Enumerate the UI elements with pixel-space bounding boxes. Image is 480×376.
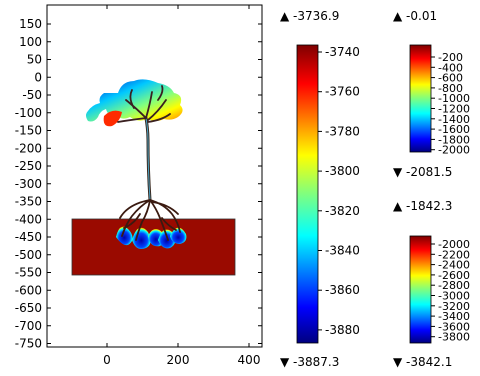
colorbar-tick-label: -2800	[438, 279, 470, 292]
colorbar-tick-label: -2200	[438, 248, 470, 261]
colorbar-tick-label: -3200	[438, 300, 470, 313]
y-tick-label: -750	[15, 337, 42, 351]
y-tick-label: -700	[15, 319, 42, 333]
colorbar-1-min-label: ▼ -3887.3	[280, 355, 339, 369]
colorbar-tick-label: -1400	[438, 113, 470, 126]
y-tick-label: -650	[15, 301, 42, 315]
colorbar-2-min-label: ▼ -2081.5	[393, 165, 452, 179]
colorbar-tick-label: -3880	[325, 323, 360, 337]
colorbar-tick-label: -600	[438, 72, 463, 85]
soil-pocket-5	[170, 227, 187, 244]
plot-axes: 150 100 50 0 -50 -100 -150 -200 -250 -300 -350 -400…	[15, 4, 263, 367]
y-tick-label: -500	[15, 248, 42, 262]
colorbar-tick-label: -3860	[325, 283, 360, 297]
colorbar-2-ticks: -200-400-600-800-1000-1200-1400-1600-180…	[431, 51, 470, 157]
colorbar-tick-label: -3780	[325, 124, 360, 138]
soil-pocket-2	[132, 227, 151, 249]
x-tick-label: 0	[103, 353, 111, 367]
roots	[119, 199, 181, 241]
colorbar-2-max-label: ▲ -0.01	[393, 9, 437, 23]
y-axis-ticks: 150 100 50 0 -50 -100 -150 -200 -250 -300 -350 -400…	[15, 17, 262, 351]
y-tick-label: -600	[15, 283, 42, 297]
y-tick-label: -350	[15, 195, 42, 209]
colorbar-tick-label: -3740	[325, 45, 360, 59]
colorbar-tick-label: -2000	[438, 144, 470, 157]
colorbar-tick-label: -1000	[438, 92, 470, 105]
colorbar-tick-label: -3820	[325, 204, 360, 218]
branch	[117, 85, 171, 123]
x-tick-label: 400	[238, 353, 261, 367]
colorbar-1: ▲ -3736.9 -3740 -3760 -3780 -3800 -3820 -3840…	[280, 9, 360, 369]
colorbar-tick-label: -3840	[325, 244, 360, 258]
colorbar-3-max-label: ▲ -1842.3	[393, 199, 452, 213]
tree-branches	[117, 85, 181, 241]
colorbar-tick-label: -800	[438, 82, 463, 95]
colorbar-tick-label: -3760	[325, 85, 360, 99]
y-tick-label: -150	[15, 124, 42, 138]
soil-pocket-1	[116, 226, 133, 246]
x-tick-label: 200	[167, 353, 190, 367]
colorbar-3-ticks: -2000-2200-2400-2600-2800-3000-3200-3400…	[431, 238, 470, 344]
colorbar-3-min-label: ▼ -3842.1	[393, 355, 452, 369]
colorbar-1-ticks: -3740 -3760 -3780 -3800 -3820 -3840 -3860 -3880	[318, 45, 360, 337]
colorbar-1-bar	[296, 44, 319, 344]
colorbar-tick-label: -2600	[438, 269, 470, 282]
domain-drawing	[71, 79, 236, 276]
y-tick-label: -250	[15, 159, 42, 173]
plot-frame	[46, 4, 263, 348]
y-tick-label: 150	[19, 17, 42, 31]
y-tick-label: 0	[34, 70, 42, 84]
colorbar-tick-label: -3800	[325, 164, 360, 178]
y-tick-label: -50	[22, 88, 42, 102]
crown-left-lobe	[103, 110, 122, 127]
colorbar-tick-label: -200	[438, 51, 463, 64]
y-tick-label: -400	[15, 212, 42, 226]
colorbar-1-max-label: ▲ -3736.9	[280, 9, 339, 23]
colorbar-tick-label: -1800	[438, 133, 470, 146]
y-tick-label: -100	[15, 106, 42, 120]
y-tick-label: 100	[19, 35, 42, 49]
colorbar-tick-label: -3400	[438, 310, 470, 323]
colorbar-tick-label: -1200	[438, 103, 470, 116]
colorbar-tick-label: -2000	[438, 238, 470, 251]
colorbar-3-bar	[409, 235, 432, 344]
y-tick-label: -550	[15, 266, 42, 280]
colorbar-tick-label: -400	[438, 61, 463, 74]
colorbar-tick-label: -1600	[438, 123, 470, 136]
colorbar-2-bar	[409, 44, 432, 153]
soil-block	[71, 218, 236, 276]
y-tick-label: -300	[15, 177, 42, 191]
y-tick-label: -200	[15, 141, 42, 155]
y-tick-label: -450	[15, 230, 42, 244]
colorbar-tick-label: -3800	[438, 331, 470, 344]
colorbar-tick-label: -3600	[438, 320, 470, 333]
colorbar-tick-label: -2400	[438, 259, 470, 272]
colorbar-3: ▲ -1842.3 -2000-2200-2400-2600-2800-3000…	[393, 199, 470, 369]
colorbar-tick-label: -3000	[438, 290, 470, 303]
x-axis-ticks: 0 200 400	[103, 5, 260, 367]
colorbar-2: ▲ -0.01 -200-400-600-800-1000-1200-1400-…	[393, 9, 470, 179]
y-tick-label: 50	[27, 53, 42, 67]
